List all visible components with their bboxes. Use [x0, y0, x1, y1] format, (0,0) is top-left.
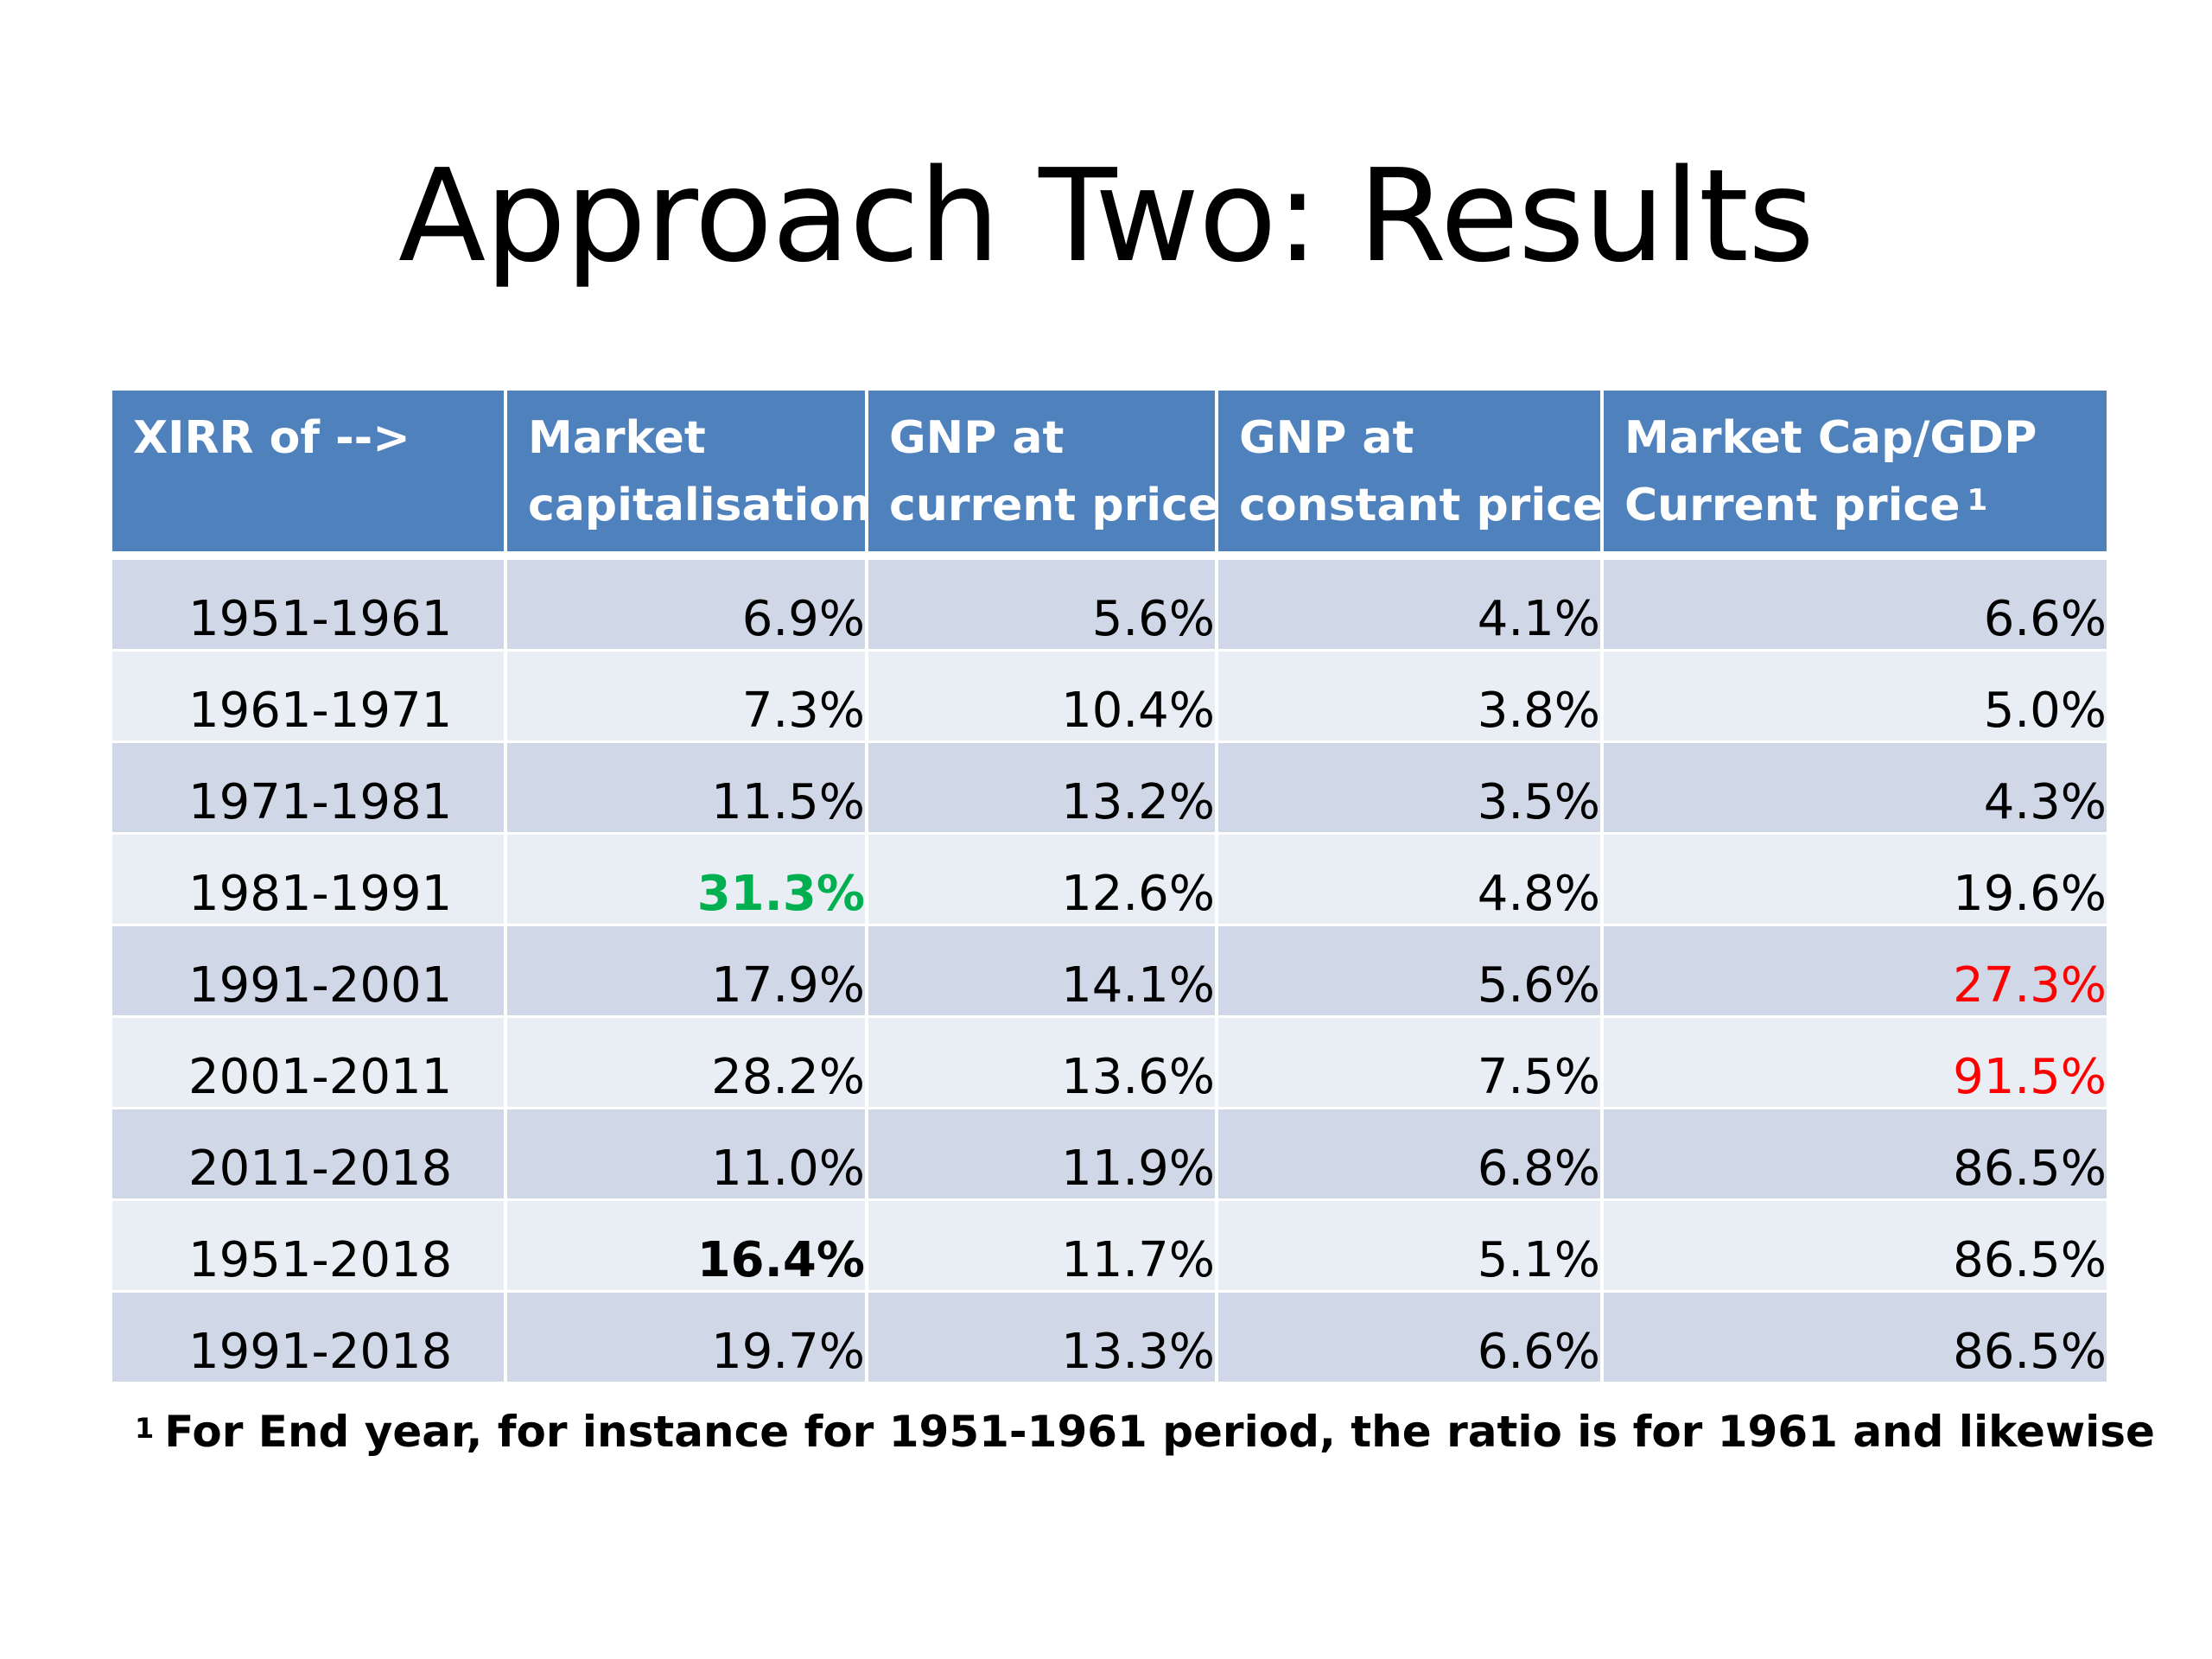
gnp-current-cell: 13.2% [865, 741, 1217, 834]
mcap-gdp-cell: 86.5% [1600, 1290, 2107, 1382]
gnp-constant-cell: 5.6% [1215, 924, 1602, 1017]
gnp-constant-cell: 6.8% [1215, 1107, 1602, 1200]
header-market-cap-line1: Market [528, 412, 706, 464]
mcap-gdp-cell: 5.0% [1600, 649, 2107, 742]
footnote: 1 For End year, for instance for 1951-196… [135, 1402, 2155, 1462]
period-cell: 1971-1981 [112, 741, 505, 834]
period-cell: 2011-2018 [112, 1107, 505, 1200]
period-cell: 1951-2018 [112, 1198, 505, 1292]
table-row: 1991-2018 19.7% 13.3% 6.6% 86.5% [112, 1290, 2107, 1382]
mcap-gdp-cell: 19.6% [1600, 832, 2107, 925]
market-cap-cell-bold: 16.4% [504, 1198, 867, 1292]
header-mcap-gdp: Market Cap/GDP Current price 1 [1600, 391, 2107, 560]
gnp-current-cell: 10.4% [865, 649, 1217, 742]
period-cell: 1991-2018 [112, 1290, 505, 1382]
gnp-constant-cell: 3.5% [1215, 741, 1602, 834]
mcap-gdp-cell-highlight: 91.5% [1600, 1015, 2107, 1109]
header-gnp-constant-line2: constant price [1239, 480, 1604, 531]
gnp-constant-cell: 5.1% [1215, 1198, 1602, 1292]
footnote-marker: 1 [135, 1412, 155, 1445]
mcap-gdp-cell: 86.5% [1600, 1198, 2107, 1292]
gnp-constant-cell: 4.1% [1215, 554, 1602, 651]
header-gnp-current-line1: GNP at [889, 412, 1065, 464]
period-cell: 1961-1971 [112, 649, 505, 742]
header-xirr: XIRR of --> [112, 391, 505, 560]
header-market-cap: Market capitalisation [504, 391, 873, 560]
market-cap-cell: 17.9% [504, 924, 867, 1017]
table-row: 1971-1981 11.5% 13.2% 3.5% 4.3% [112, 741, 2107, 834]
table-row: 1951-1961 6.9% 5.6% 4.1% 6.6% [112, 554, 2107, 651]
slide-title: Approach Two: Results [397, 142, 1815, 290]
table-row: 1991-2001 17.9% 14.1% 5.6% 27.3% [112, 924, 2107, 1017]
gnp-current-cell: 13.3% [865, 1290, 1217, 1382]
footnote-text: For End year, for instance for 1951-1961… [164, 1407, 2155, 1457]
mcap-gdp-cell: 4.3% [1600, 741, 2107, 834]
mcap-gdp-cell: 86.5% [1600, 1107, 2107, 1200]
period-cell: 1981-1991 [112, 832, 505, 925]
header-gnp-constant-line1: GNP at [1239, 412, 1414, 464]
header-mcap-gdp-line2: Current price [1624, 480, 1961, 531]
market-cap-cell: 7.3% [504, 649, 867, 742]
market-cap-cell: 19.7% [504, 1290, 867, 1382]
period-cell: 2001-2011 [112, 1015, 505, 1109]
results-table: XIRR of --> Market capitalisation GNP at… [112, 391, 2107, 1382]
table-row: 2001-2011 28.2% 13.6% 7.5% 91.5% [112, 1015, 2107, 1109]
market-cap-cell: 28.2% [504, 1015, 867, 1109]
table-row: 1951-2018 16.4% 11.7% 5.1% 86.5% [112, 1198, 2107, 1292]
header-gnp-current-line2: current price [889, 480, 1219, 531]
table-row: 1961-1971 7.3% 10.4% 3.8% 5.0% [112, 649, 2107, 742]
header-xirr-label: XIRR of --> [133, 412, 410, 464]
market-cap-cell: 11.5% [504, 741, 867, 834]
header-mcap-gdp-line2-wrap: Current price 1 [1624, 472, 2107, 539]
gnp-constant-cell: 4.8% [1215, 832, 1602, 925]
mcap-gdp-cell: 6.6% [1600, 554, 2107, 651]
gnp-constant-cell: 3.8% [1215, 649, 1602, 742]
period-cell: 1991-2001 [112, 924, 505, 1017]
footnote-ref-marker: 1 [1967, 483, 1988, 518]
mcap-gdp-cell-highlight: 27.3% [1600, 924, 2107, 1017]
gnp-current-cell: 11.7% [865, 1198, 1217, 1292]
gnp-current-cell: 11.9% [865, 1107, 1217, 1200]
gnp-current-cell: 5.6% [865, 554, 1217, 651]
gnp-current-cell: 12.6% [865, 832, 1217, 925]
gnp-constant-cell: 7.5% [1215, 1015, 1602, 1109]
market-cap-cell: 11.0% [504, 1107, 867, 1200]
table-row: 2011-2018 11.0% 11.9% 6.8% 86.5% [112, 1107, 2107, 1200]
header-market-cap-line2: capitalisation [528, 480, 873, 531]
gnp-constant-cell: 6.6% [1215, 1290, 1602, 1382]
table-row: 1981-1991 31.3% 12.6% 4.8% 19.6% [112, 832, 2107, 925]
market-cap-cell-highlight: 31.3% [504, 832, 867, 925]
header-gnp-current: GNP at current price [865, 391, 1219, 560]
gnp-current-cell: 14.1% [865, 924, 1217, 1017]
market-cap-cell: 6.9% [504, 554, 867, 651]
gnp-current-cell: 13.6% [865, 1015, 1217, 1109]
period-cell: 1951-1961 [112, 554, 505, 651]
header-mcap-gdp-line1: Market Cap/GDP [1624, 412, 2037, 464]
header-row: XIRR of --> Market capitalisation GNP at… [112, 391, 2107, 560]
header-gnp-constant: GNP at constant price [1215, 391, 1604, 560]
